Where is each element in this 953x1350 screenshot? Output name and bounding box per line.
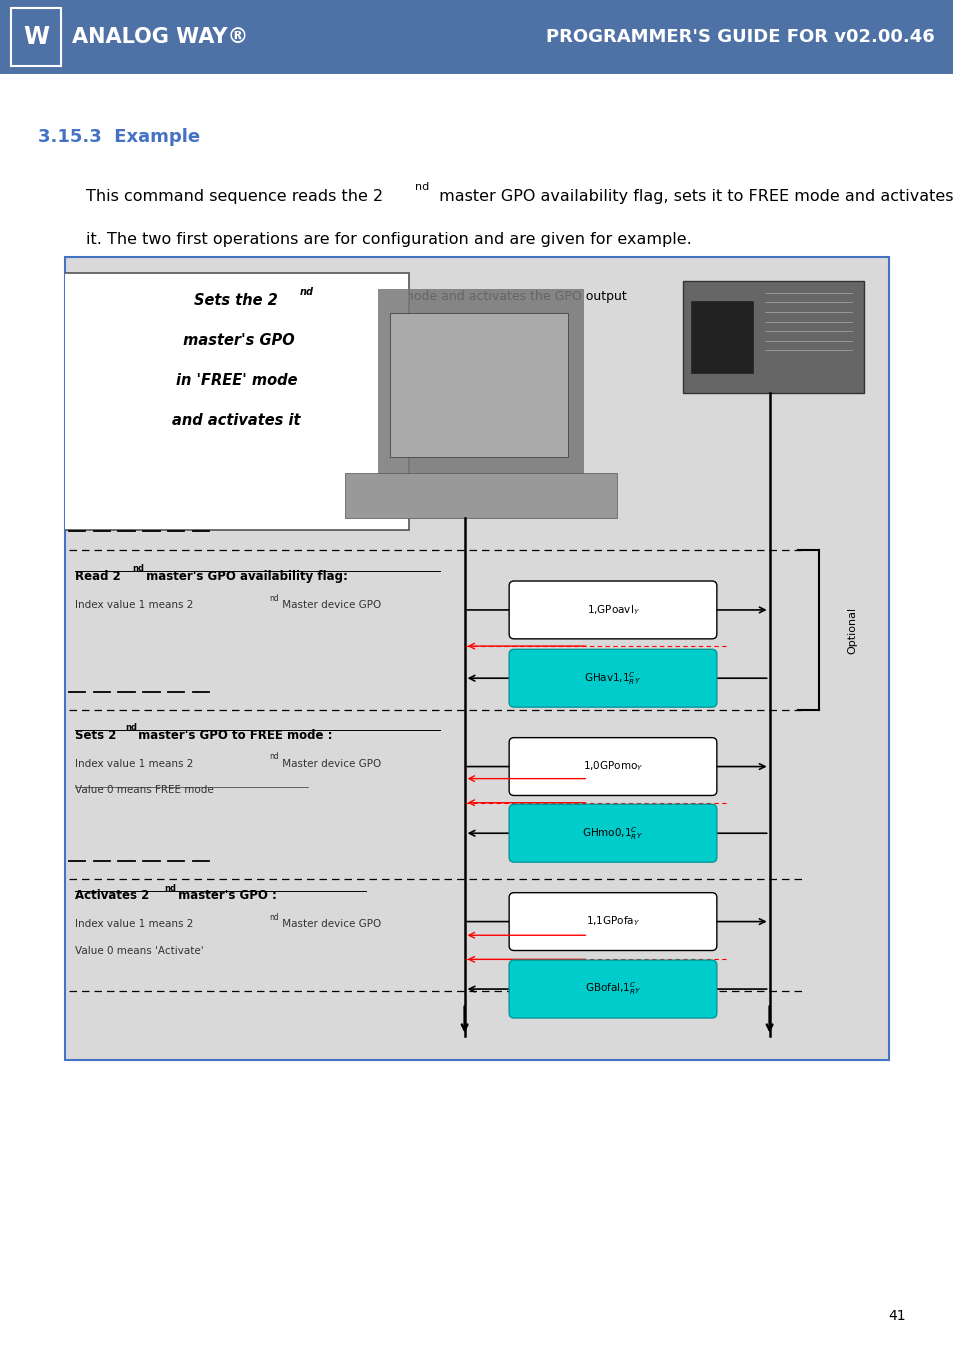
Text: nd: nd [125,724,137,732]
Text: 1,1GPofa$_Y$: 1,1GPofa$_Y$ [585,915,639,929]
Text: master's GPO :: master's GPO : [173,890,276,902]
FancyBboxPatch shape [509,737,716,795]
FancyBboxPatch shape [509,649,716,707]
Text: 3.15.3  Example: 3.15.3 Example [38,128,200,146]
Text: nd: nd [269,594,278,603]
Text: Sets 2: Sets 2 [74,729,116,741]
Text: GBofal,1$^C_R$$_Y$: GBofal,1$^C_R$$_Y$ [584,980,640,998]
Text: GHav1,1$^C_R$$_Y$: GHav1,1$^C_R$$_Y$ [584,670,641,687]
Text: nd: nd [269,913,278,922]
Text: nd: nd [415,182,429,192]
Text: Read 2: Read 2 [74,570,120,583]
Text: Activates 2: Activates 2 [74,890,149,902]
Text: This command sequence reads the 2: This command sequence reads the 2 [86,189,382,204]
Text: Value 0 means 'Activate': Value 0 means 'Activate' [74,946,203,956]
Text: master's GPO to FREE mode :: master's GPO to FREE mode : [134,729,333,741]
Text: nd: nd [132,564,144,574]
Text: Master device GPO: Master device GPO [279,759,381,768]
Text: master's GPO availability flag:: master's GPO availability flag: [141,570,347,583]
Text: it. The two first operations are for configuration and are given for example.: it. The two first operations are for con… [86,232,691,247]
FancyBboxPatch shape [509,960,716,1018]
Text: GHmo0,1$^C_R$$_Y$: GHmo0,1$^C_R$$_Y$ [581,825,643,841]
FancyBboxPatch shape [682,281,863,393]
FancyBboxPatch shape [63,273,409,529]
Text: 1,0GPomo$_Y$: 1,0GPomo$_Y$ [582,760,642,774]
Text: Sets the 2: Sets the 2 [194,293,278,308]
Text: master's GPO: master's GPO [178,333,294,348]
Text: master GPO availability flag, sets it to FREE mode and activates: master GPO availability flag, sets it to… [434,189,953,204]
Text: Index value 1 means 2: Index value 1 means 2 [74,919,193,929]
Text: W: W [23,26,50,49]
Text: and activates it: and activates it [172,413,300,428]
FancyBboxPatch shape [509,805,716,863]
Text: in 'FREE' mode: in 'FREE' mode [175,373,296,387]
Text: Master device GPO: Master device GPO [279,601,381,610]
FancyBboxPatch shape [11,8,61,66]
Text: Optional: Optional [846,606,856,653]
FancyBboxPatch shape [0,0,953,74]
FancyBboxPatch shape [377,289,583,490]
Text: nd: nd [299,288,314,297]
Text: nd: nd [269,752,278,761]
Text: nd: nd [164,884,175,892]
Text: Value 0 means FREE mode: Value 0 means FREE mode [74,786,213,795]
FancyBboxPatch shape [390,313,567,458]
Text: Master device GPO: Master device GPO [279,919,381,929]
FancyBboxPatch shape [65,256,888,1060]
Text: PROGRAMMER'S GUIDE FOR v02.00.46: PROGRAMMER'S GUIDE FOR v02.00.46 [546,28,934,46]
FancyBboxPatch shape [509,892,716,950]
Text: Picture 24 : Reads availability flag, sets GPO ‘FREE’ mode and activates the GPO: Picture 24 : Reads availability flag, se… [76,290,626,304]
Text: ANALOG WAY®: ANALOG WAY® [71,27,248,47]
FancyBboxPatch shape [345,474,617,517]
Text: Index value 1 means 2: Index value 1 means 2 [74,601,193,610]
Text: 41: 41 [888,1310,905,1323]
FancyBboxPatch shape [691,301,752,373]
Text: 1,GPoavl$_Y$: 1,GPoavl$_Y$ [586,603,639,617]
FancyBboxPatch shape [509,580,716,639]
Text: Index value 1 means 2: Index value 1 means 2 [74,759,193,768]
